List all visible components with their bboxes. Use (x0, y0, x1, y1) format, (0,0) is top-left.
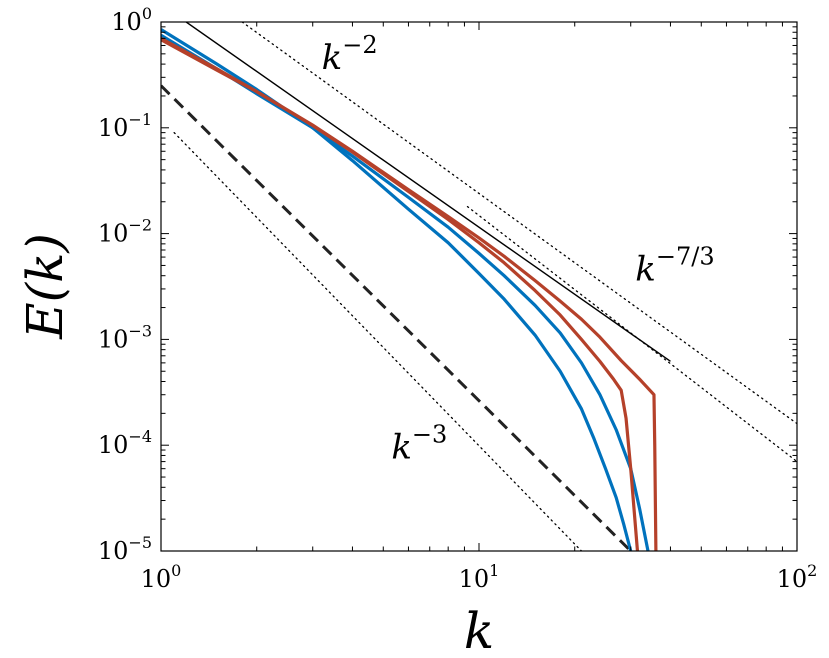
x-tick-label-base: 10 (777, 565, 808, 593)
annotations: k−2k−7/3k−3 (322, 31, 715, 467)
y-tick-label: 10−1 (98, 110, 152, 142)
y-tick-label-exponent: −2 (128, 216, 152, 235)
x-tick-label: 100 (141, 561, 182, 593)
y-tick-label: 10−2 (98, 216, 152, 248)
slope-annotation-exponent: −2 (342, 31, 377, 59)
y-tick-label-base: 10 (98, 114, 129, 142)
x-tick-label-exponent: 2 (807, 561, 817, 580)
reference-line-dotted-2 (466, 205, 797, 463)
y-tick-label-exponent: −4 (128, 427, 152, 446)
x-tick-label: 101 (459, 561, 500, 593)
slope-annotation: k−2 (322, 31, 378, 78)
y-tick-label-exponent: 0 (142, 4, 152, 23)
reference-line-dashed-3 (161, 84, 632, 551)
y-tick-label-exponent: −3 (128, 321, 152, 340)
y-tick-label-exponent: −5 (128, 533, 152, 552)
slope-annotation-exponent: −7/3 (656, 243, 715, 271)
plot-frame (160, 21, 798, 552)
y-tick-label-base: 10 (98, 537, 129, 565)
reference-line-solid-thin-0 (185, 22, 671, 362)
slope-annotation-exponent: −3 (412, 420, 447, 448)
x-tick-label: 102 (777, 561, 818, 593)
x-tick-label-exponent: 1 (489, 561, 499, 580)
x-tick-label-base: 10 (141, 565, 172, 593)
y-tick-label-base: 10 (98, 431, 129, 459)
slope-annotation-base: k (391, 427, 412, 467)
slope-annotation-base: k (635, 250, 656, 290)
reference-line-dotted-4 (173, 131, 583, 551)
y-tick-label: 100 (111, 4, 152, 36)
x-tick-label-exponent: 0 (171, 561, 181, 580)
y-axis-label: E(k) (16, 233, 74, 340)
y-tick-label: 10−4 (98, 427, 152, 459)
series-line-3 (161, 38, 658, 551)
y-tick-label-base: 10 (111, 8, 142, 36)
x-axis-label: k (464, 602, 494, 658)
series-lines (161, 28, 658, 551)
slope-annotation-base: k (322, 38, 343, 78)
y-tick-label-base: 10 (98, 325, 129, 353)
reference-lines (161, 22, 797, 551)
x-tick-label-base: 10 (459, 565, 490, 593)
slope-annotation: k−7/3 (635, 243, 714, 290)
y-tick-label-base: 10 (98, 220, 129, 248)
y-tick-label: 10−3 (98, 321, 152, 353)
y-tick-label: 10−5 (98, 533, 152, 565)
y-tick-label-exponent: −1 (128, 110, 152, 129)
slope-annotation: k−3 (391, 420, 447, 467)
